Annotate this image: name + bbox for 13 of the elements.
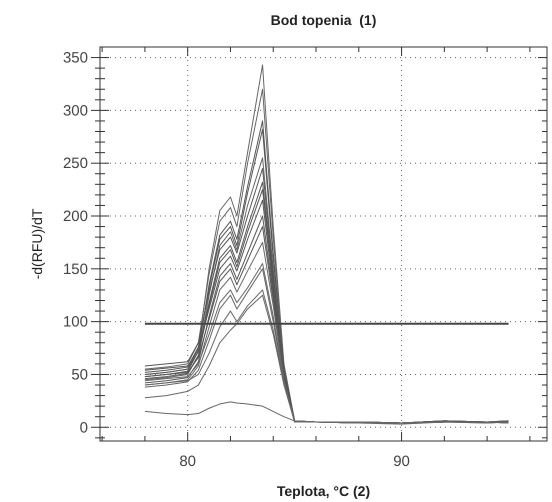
y-tick-label: 350 bbox=[62, 50, 88, 67]
y-tick-label: 100 bbox=[62, 314, 88, 331]
x-axis-title: Teplota, °C (2) bbox=[276, 483, 370, 499]
y-tick-label: 300 bbox=[62, 102, 88, 120]
y-tick-label: 200 bbox=[62, 208, 88, 226]
y-axis-title: -d(RFU)/dT bbox=[29, 208, 45, 280]
x-tick-label: 80 bbox=[179, 453, 196, 470]
y-tick-label: 150 bbox=[62, 260, 88, 278]
chart-title: Bod topenia (1) bbox=[270, 12, 376, 28]
y-tick-label: 250 bbox=[62, 155, 88, 172]
x-tick-label: 90 bbox=[393, 453, 410, 470]
y-tick-label: 50 bbox=[71, 366, 88, 384]
y-tick-label: 0 bbox=[80, 419, 88, 436]
